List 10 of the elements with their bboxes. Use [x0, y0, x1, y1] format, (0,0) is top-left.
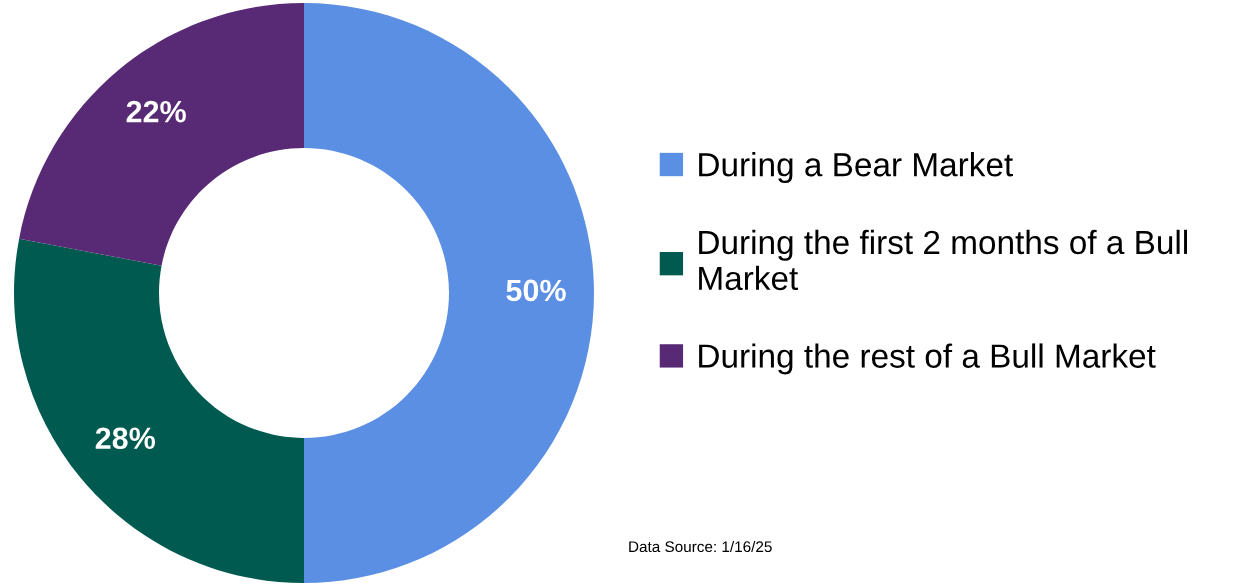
source-note: Data Source: 1/16/25 — [629, 540, 772, 553]
data-label: 28% — [95, 427, 156, 450]
legend-label: During a Bear Market — [699, 152, 1013, 184]
legend-label: During the first 2 months of a Bull Market — [699, 229, 1187, 291]
donut-slice — [304, 3, 594, 583]
data-label: 22% — [126, 100, 186, 123]
donut-slice — [14, 238, 304, 583]
data-label: 50% — [506, 279, 566, 302]
donut-slice — [19, 3, 304, 266]
legend-label: During the rest of a Bull Market — [699, 343, 1156, 375]
